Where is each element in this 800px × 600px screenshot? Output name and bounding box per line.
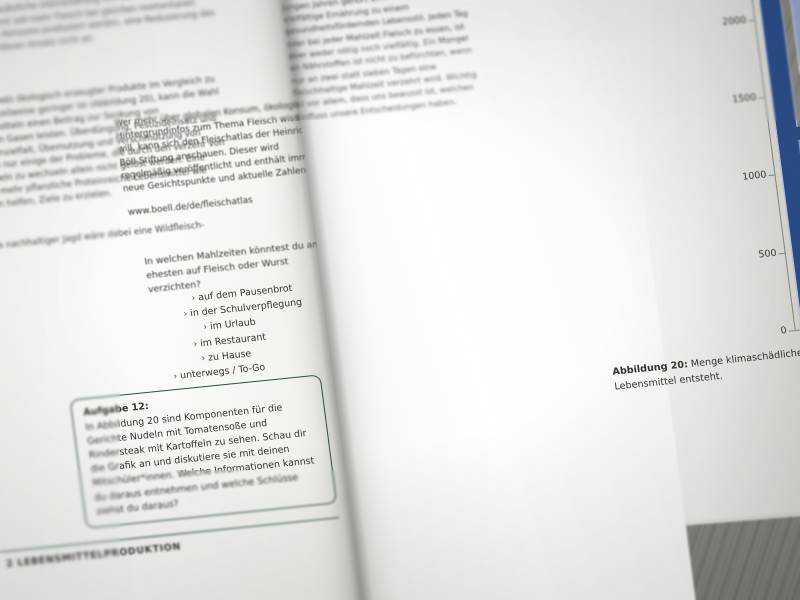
y-tick-label-text: 2000 [721, 14, 748, 28]
y-tick-label: 1500 [704, 92, 757, 105]
y-tick-label-text: 0 [779, 325, 788, 337]
y-tick [788, 330, 795, 332]
y-tick-label: 2000 [694, 14, 747, 27]
legend-swatch [796, 125, 800, 140]
y-tick-label-text: 1000 [741, 169, 768, 184]
left-paragraph-1: Man sieht eine zusätzliche Intensivierun… [0, 0, 216, 59]
chart-plot-area: 270828611781581881868279 [735, 0, 800, 330]
chart-bar [746, 0, 800, 330]
y-tick-label: 500 [724, 247, 777, 260]
task-box: Aufgabe 12: In Abbildung 20 sind Kompone… [69, 374, 338, 529]
y-tick-label-text: 1500 [731, 92, 758, 106]
y-tick-label: 0 [734, 325, 787, 337]
bullet-label: unterwegs / To-Go [179, 362, 266, 382]
y-tick-label-text: 500 [757, 247, 778, 261]
y-tick-label: 1000 [714, 170, 767, 183]
page-footer: 2 LEBENSMITTELPRODUKTION [5, 541, 182, 570]
